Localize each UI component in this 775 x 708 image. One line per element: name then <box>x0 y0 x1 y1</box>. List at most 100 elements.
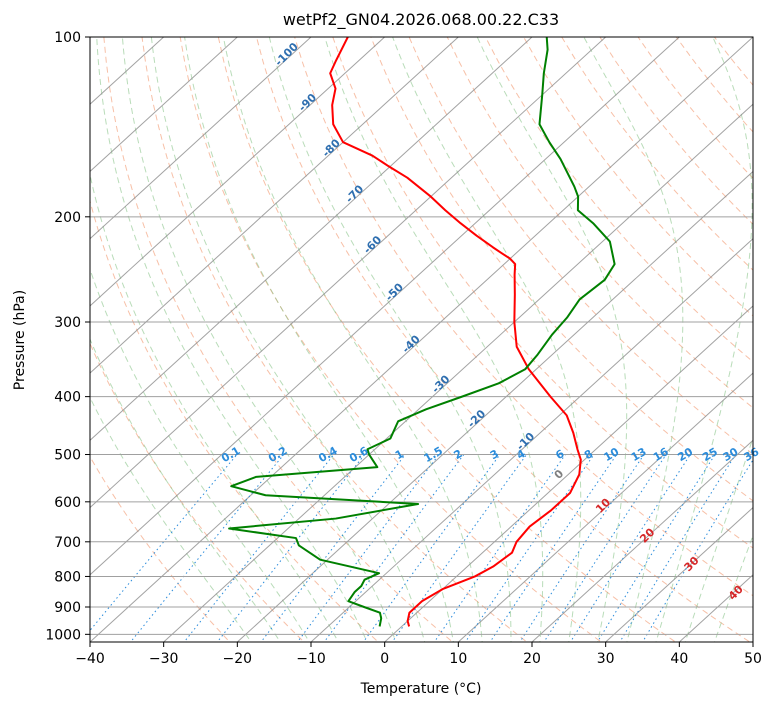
mixing-ratio-line <box>596 454 716 642</box>
dry-adiabat <box>484 37 753 363</box>
mixing-ratio-line <box>543 454 667 642</box>
x-tick-label: 50 <box>744 651 762 667</box>
x-tick-label: 30 <box>597 651 615 667</box>
dry-adiabat <box>90 199 380 642</box>
mixing-ratio-label: 25 <box>700 445 720 464</box>
dry-adiabat <box>141 37 528 642</box>
isotherm-label: -30 <box>429 372 452 395</box>
isotherm <box>90 37 607 509</box>
dry-adiabat <box>408 37 753 455</box>
isotherm <box>90 37 312 240</box>
mixing-ratio-line <box>433 454 566 642</box>
isotherm-label: -50 <box>383 280 406 303</box>
moist-adiabat <box>655 37 753 642</box>
dry-adiabat <box>217 37 677 642</box>
isotherm-label: -40 <box>400 332 423 355</box>
x-tick-label: 0 <box>380 651 389 667</box>
mixing-ratio-line <box>489 454 618 642</box>
isotherm-label: -70 <box>343 182 366 205</box>
y-tick-label: 800 <box>54 569 81 585</box>
dry-adiabat <box>637 37 753 179</box>
y-tick-label: 300 <box>54 315 81 331</box>
x-tick-label: −20 <box>223 651 253 667</box>
y-tick-label: 600 <box>54 495 81 511</box>
dry-adiabat <box>103 37 454 642</box>
mixing-ratio-label: 0.6 <box>347 444 371 465</box>
mixing-ratio-label: 0.1 <box>219 444 242 465</box>
mixing-ratio-label: 0.2 <box>266 444 289 465</box>
moist-adiabat <box>714 534 753 642</box>
isotherm <box>162 103 753 642</box>
dewpoint-profile <box>228 37 616 627</box>
moist-adiabat <box>184 37 454 642</box>
mixing-ratio-line <box>216 454 366 642</box>
dry-adiabat <box>523 37 753 317</box>
x-tick-label: −10 <box>296 651 326 667</box>
mixing-ratio-line <box>391 454 528 642</box>
mixing-ratio-label: 20 <box>675 445 695 464</box>
dry-adiabat <box>446 37 753 409</box>
x-axis-label: Temperature (°C) <box>360 681 482 697</box>
isotherm <box>310 237 753 642</box>
y-tick-label: 700 <box>54 535 81 551</box>
y-axis-ticks: 100 200 300 400 500 600 700 800 900 1000 <box>45 30 90 643</box>
moist-adiabat-label: 10 <box>593 496 613 516</box>
isotherm <box>90 37 681 576</box>
mixing-ratio-label: 30 <box>721 445 741 464</box>
isotherm <box>90 37 386 307</box>
dry-adiabat <box>752 37 753 39</box>
isotherm-label: -90 <box>296 91 319 114</box>
isotherm <box>90 37 239 173</box>
isotherm <box>90 37 753 642</box>
moist-adiabat <box>96 37 368 642</box>
dry-adiabat <box>370 37 753 502</box>
x-tick-label: 20 <box>523 651 541 667</box>
mixing-ratio-label: 13 <box>629 445 649 464</box>
chart-title: wetPf2_GN04.2026.068.00.22.C33 <box>283 10 559 30</box>
mixing-ratio-label: 10 <box>602 445 622 464</box>
isotherm <box>604 506 753 642</box>
mixing-ratio-line <box>129 454 285 642</box>
moist-adiabat <box>150 37 426 642</box>
moist-adiabat-label: 0 <box>552 467 567 482</box>
moist-adiabat <box>121 37 397 642</box>
temperature-profile <box>329 37 582 627</box>
moist-adiabat-label: 40 <box>726 583 746 603</box>
y-tick-label: 500 <box>54 448 81 464</box>
moist-adiabat <box>90 337 281 642</box>
x-tick-label: −30 <box>149 651 179 667</box>
moist-adiabat <box>90 267 310 642</box>
dry-adiabat <box>561 37 753 271</box>
moist-adiabat <box>222 37 483 642</box>
mixing-ratio-line <box>323 454 465 642</box>
moist-adiabat <box>476 37 628 642</box>
isotherm <box>236 170 753 642</box>
mixing-ratio-line <box>183 454 335 642</box>
moist-adiabat <box>90 172 339 642</box>
moist-adiabat <box>324 37 544 642</box>
mixing-ratio-label: 1.5 <box>422 444 445 465</box>
dry-adiabat <box>332 37 753 549</box>
dry-adiabat <box>179 37 603 642</box>
mixing-ratio-line <box>642 458 753 642</box>
isotherm <box>531 439 753 642</box>
isotherm <box>90 37 460 374</box>
dry-adiabat <box>90 342 305 642</box>
dry-adiabat <box>294 37 753 597</box>
mixing-ratio-line <box>260 454 406 642</box>
dry-adiabat <box>255 37 751 642</box>
moist-adiabat <box>90 396 252 642</box>
x-tick-label: −40 <box>75 651 105 667</box>
sounding-profiles <box>228 37 616 627</box>
isotherm <box>752 641 753 642</box>
moist-adiabat <box>583 37 684 642</box>
moist-adiabat <box>268 37 512 642</box>
x-tick-label: 10 <box>449 651 467 667</box>
y-tick-label: 1000 <box>45 627 81 643</box>
isobar-grid <box>90 37 753 635</box>
y-tick-label: 200 <box>54 210 81 226</box>
mixing-ratio-line <box>619 454 737 642</box>
isotherm-label: -80 <box>320 136 343 159</box>
isotherm <box>678 574 753 642</box>
